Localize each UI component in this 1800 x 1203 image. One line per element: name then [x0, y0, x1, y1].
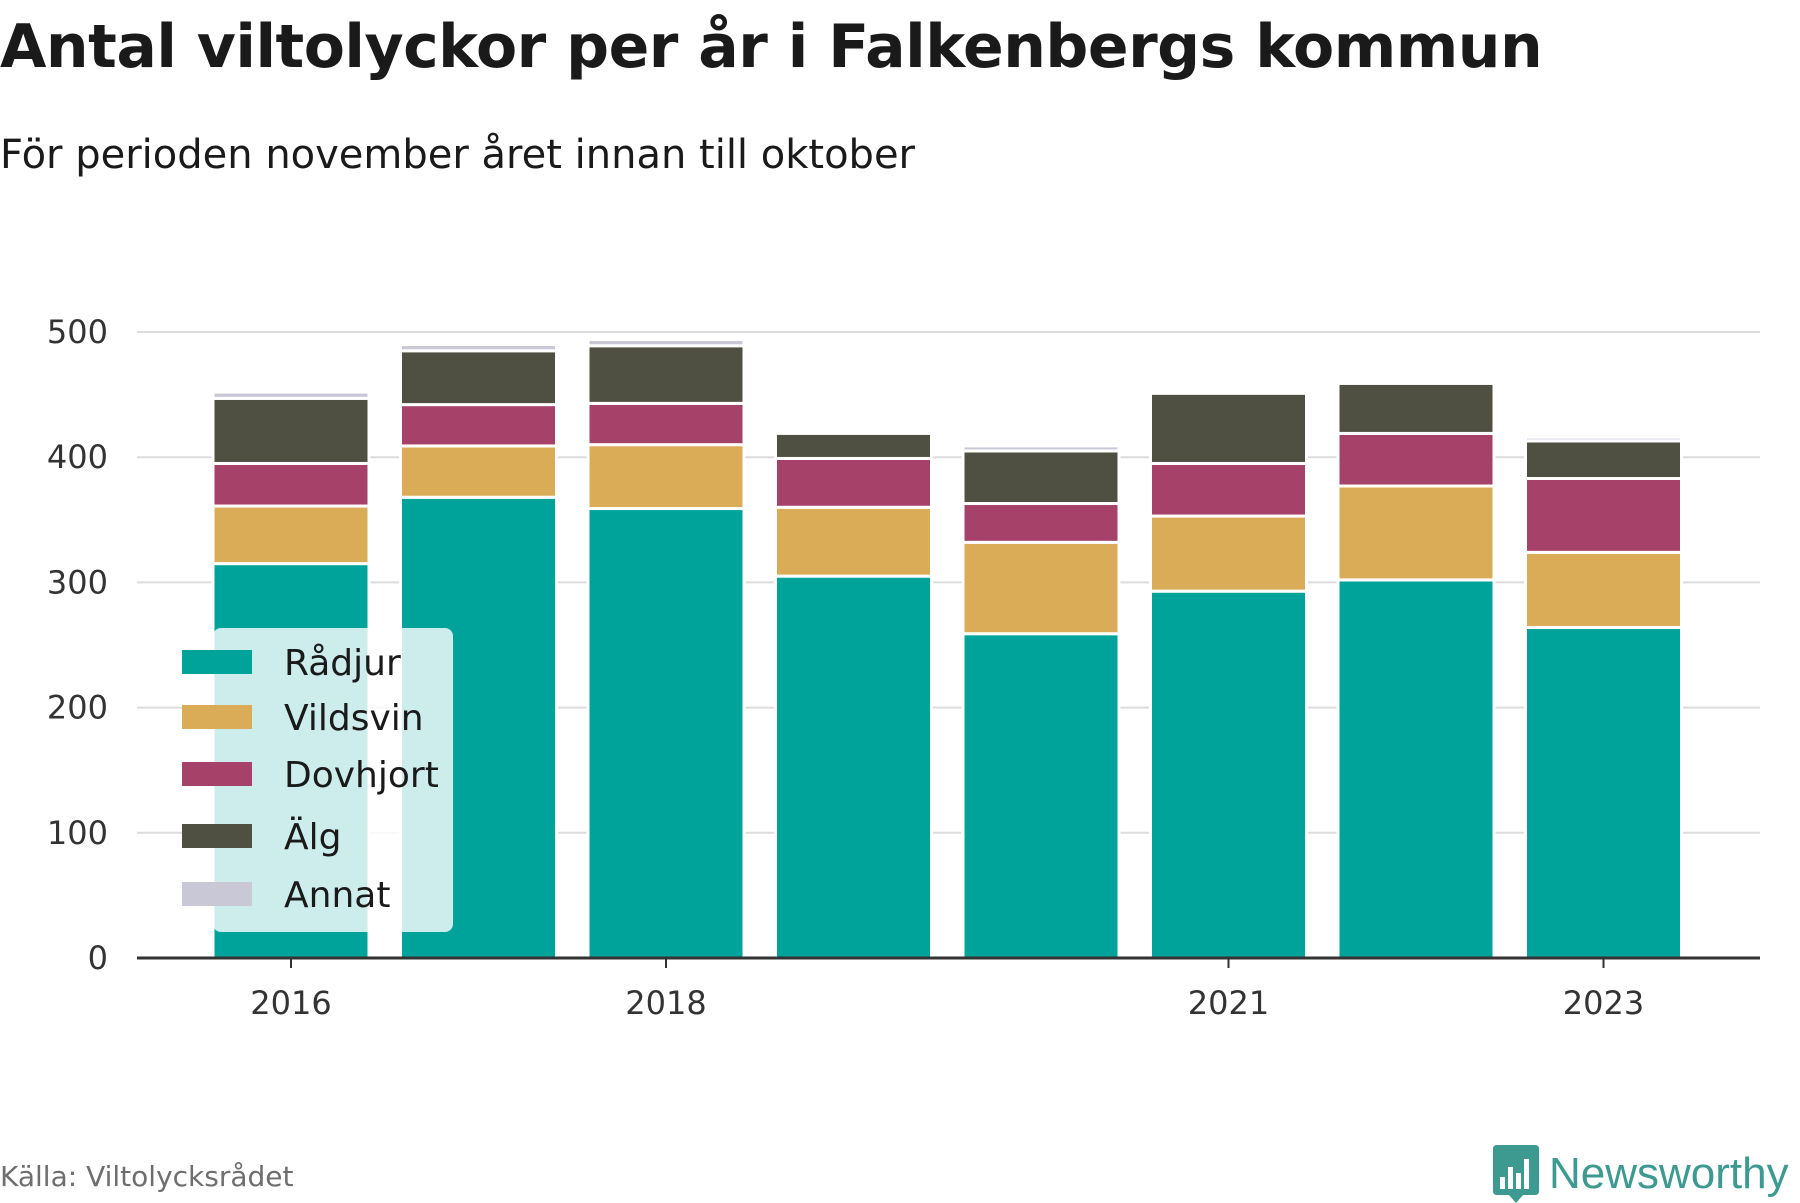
legend-swatch	[182, 824, 252, 848]
bar-segment	[1336, 381, 1496, 435]
bar-segment	[399, 444, 558, 499]
bar-segment	[961, 502, 1121, 544]
legend-label: Annat	[284, 875, 390, 916]
y-tick-label: 300	[47, 563, 108, 601]
bar-segment	[961, 632, 1121, 960]
legend-swatch	[182, 650, 252, 674]
bar-segment	[1336, 484, 1496, 582]
y-tick-label: 500	[47, 313, 108, 351]
bar-chart-icon	[1493, 1145, 1539, 1203]
y-tick-label: 0	[88, 939, 108, 977]
legend-swatch	[182, 762, 252, 786]
bar-segment	[1524, 435, 1683, 443]
bar-stack-2023	[1524, 435, 1683, 960]
y-tick-label: 400	[47, 438, 108, 476]
bar-stack-2021	[1149, 391, 1308, 960]
bar-stack-2022	[1336, 379, 1496, 960]
bar-stack-2020	[961, 444, 1121, 960]
bar-segment	[961, 444, 1121, 453]
bar-segment	[961, 449, 1121, 506]
bar-segment	[1524, 439, 1683, 480]
chart-subtitle: För perioden november året innan till ok…	[0, 132, 915, 178]
bar-segment	[586, 338, 746, 348]
bar-segment	[774, 505, 933, 578]
bar-segment	[586, 507, 746, 960]
bar-segment	[1336, 431, 1496, 488]
bar-segment	[1149, 589, 1308, 960]
x-axis: 2016 2018 2021 2023	[137, 956, 1760, 1022]
bar-segment	[1149, 461, 1308, 518]
bar-segment	[1524, 476, 1683, 554]
legend: Rådjur Vildsvin Dovhjort Älg Annat	[182, 628, 453, 932]
bar-segment	[586, 401, 746, 447]
legend-label: Vildsvin	[284, 698, 424, 739]
bar-segment	[774, 456, 933, 509]
bar-segment	[1149, 391, 1308, 465]
legend-swatch	[182, 705, 252, 729]
bar-segment	[1149, 514, 1308, 593]
legend-box	[213, 628, 453, 932]
chart-title: Antal viltolyckor per år i Falkenbergs k…	[0, 12, 1543, 82]
x-tick-label: 2018	[625, 984, 706, 1022]
bar-segment	[399, 349, 558, 407]
bar-segment	[774, 431, 933, 460]
bar-segment	[399, 403, 558, 448]
legend-label: Rådjur	[284, 643, 401, 684]
bar-segment	[1336, 578, 1496, 960]
bar-segment	[586, 344, 746, 405]
x-tick-label: 2016	[250, 984, 331, 1022]
bar-segment	[211, 504, 371, 566]
legend-label: Dovhjort	[284, 755, 439, 796]
brand-logo: Newsworthy	[1493, 1145, 1789, 1203]
brand-name: Newsworthy	[1549, 1149, 1789, 1198]
legend-swatch	[182, 882, 252, 906]
y-tick-label: 100	[47, 814, 108, 852]
bar-segment	[399, 343, 558, 353]
bar-segment	[211, 396, 371, 465]
bar-segment	[586, 443, 746, 511]
source-note: Källa: Viltolycksrådet	[0, 1160, 294, 1193]
x-tick-label: 2021	[1188, 984, 1269, 1022]
bar-segment	[1524, 625, 1683, 960]
y-tick-label: 200	[47, 689, 108, 727]
legend-label: Älg	[284, 816, 341, 858]
x-tick-label: 2023	[1563, 984, 1644, 1022]
bar-segment	[211, 390, 371, 400]
bar-segment	[211, 461, 371, 508]
bar-stack-2018	[586, 338, 746, 960]
bar-segment	[961, 540, 1121, 636]
bar-segment	[1336, 379, 1496, 385]
bar-segment	[774, 574, 933, 960]
bar-stack-2019	[774, 431, 933, 960]
bar-segment	[1524, 550, 1683, 629]
y-axis-labels: 0 100 200 300 400 500	[47, 313, 108, 977]
